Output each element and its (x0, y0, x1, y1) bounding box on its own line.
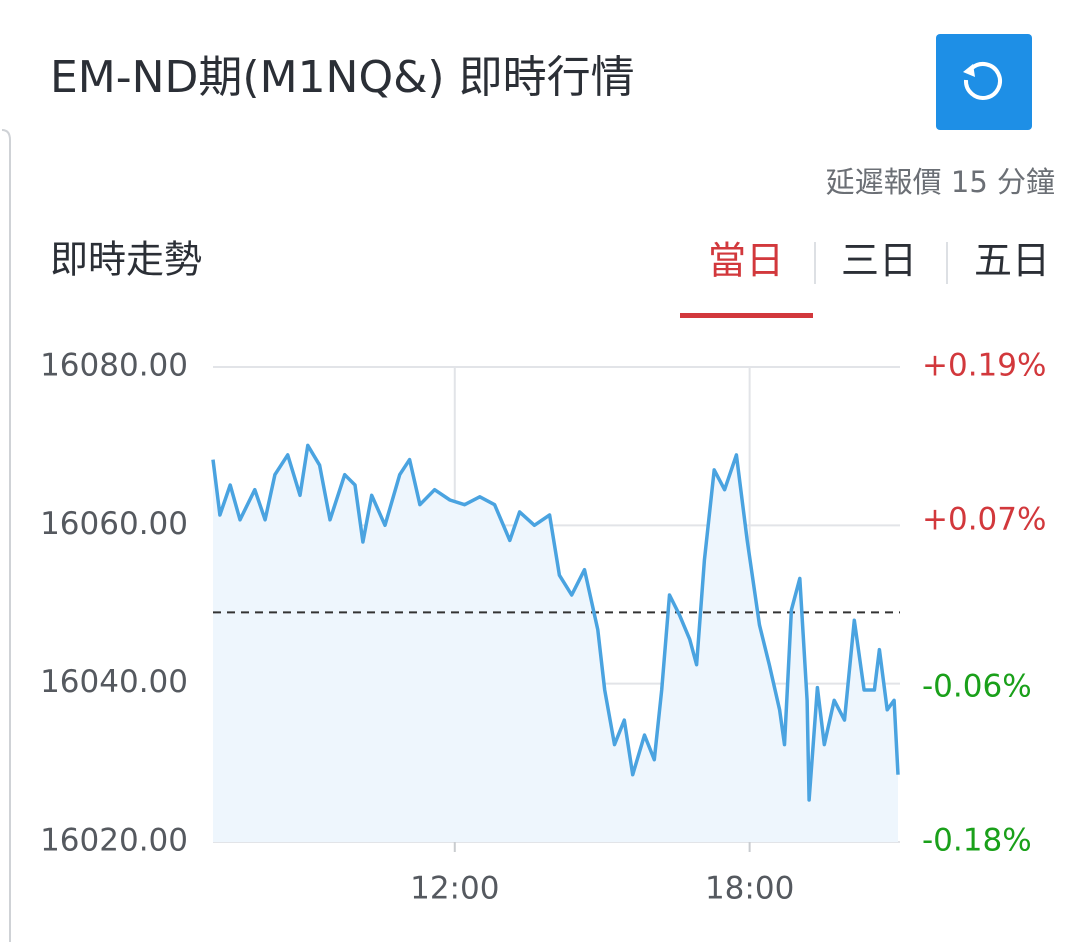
area-fill (213, 445, 899, 842)
refresh-icon[interactable] (963, 62, 1002, 100)
delay-note: 延遲報價 15 分鐘 (826, 165, 1055, 199)
refresh-button[interactable] (936, 34, 1032, 130)
page-title: EM-ND期(M1NQ&) 即時行情 (50, 52, 635, 103)
y2-tick-label: +0.19% (922, 348, 1046, 384)
price-line (211, 443, 900, 802)
tab[interactable]: 五日 (974, 239, 1050, 283)
x-tick-label: 18:00 (705, 871, 794, 907)
y-tick-label: 16040.00 (40, 664, 188, 700)
card-border (1, 129, 11, 942)
tab-underline (680, 313, 813, 318)
tab[interactable]: 三日 (841, 239, 917, 283)
y-tick-label: 16020.00 (40, 823, 188, 859)
refresh-bg[interactable] (936, 34, 1032, 130)
section-title: 即時走勢 (50, 238, 202, 282)
y2-tick-label: -0.18% (922, 823, 1032, 859)
y2-tick-label: +0.07% (922, 502, 1046, 538)
x-tick-label: 12:00 (410, 871, 499, 907)
y2-tick-label: -0.06% (922, 668, 1032, 704)
y-tick-label: 16080.00 (40, 348, 188, 384)
refresh-arrow[interactable] (963, 64, 975, 77)
tab[interactable]: 當日 (708, 239, 784, 283)
y-tick-label: 16060.00 (40, 506, 188, 542)
